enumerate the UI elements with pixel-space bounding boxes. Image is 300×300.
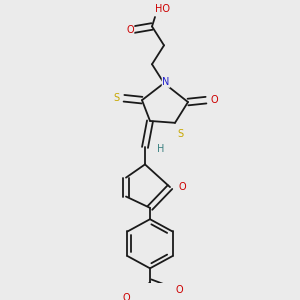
Text: HO: HO bbox=[155, 4, 170, 14]
Text: S: S bbox=[177, 129, 183, 139]
Text: O: O bbox=[122, 292, 130, 300]
Text: H: H bbox=[157, 144, 165, 154]
Text: O: O bbox=[178, 182, 186, 192]
Text: N: N bbox=[162, 77, 170, 87]
Text: O: O bbox=[210, 95, 218, 105]
Text: O: O bbox=[126, 25, 134, 35]
Text: S: S bbox=[113, 93, 119, 103]
Text: O: O bbox=[175, 285, 183, 295]
